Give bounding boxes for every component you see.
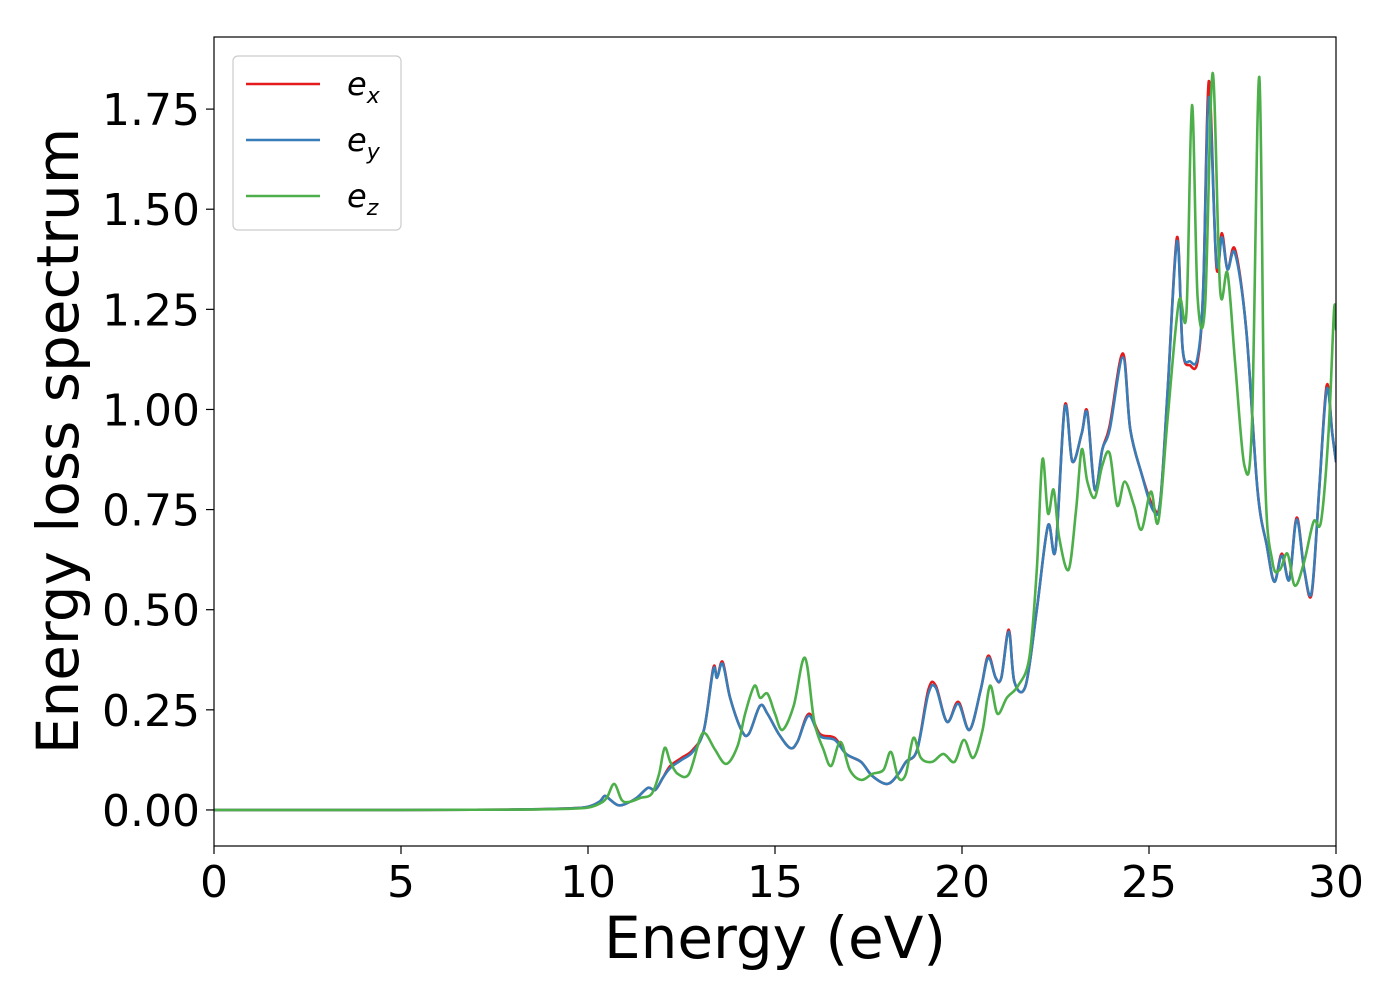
y-tick-label: 0.00 xyxy=(102,786,200,837)
x-tick-label: 5 xyxy=(387,857,415,908)
y-axis-title: Energy loss spectrum xyxy=(24,128,92,754)
x-tick-label: 15 xyxy=(747,857,803,908)
x-tick-label: 25 xyxy=(1121,857,1177,908)
series-line-e-y xyxy=(214,95,1336,812)
x-tick-label: 30 xyxy=(1308,857,1364,908)
y-tick-label: 0.50 xyxy=(102,586,200,637)
x-axis-ticks: 0 5 10 15 20 25 30 xyxy=(200,846,1364,908)
x-tick-label: 0 xyxy=(200,857,228,908)
y-tick-label: 1.00 xyxy=(102,385,200,436)
y-axis-ticks: 0.00 0.25 0.50 0.75 1.00 1.25 1.50 1.75 xyxy=(102,85,214,837)
x-tick-label: 20 xyxy=(934,857,990,908)
series-layer xyxy=(214,71,1336,812)
y-tick-label: 0.75 xyxy=(102,486,200,537)
y-tick-label: 0.25 xyxy=(102,686,200,737)
y-tick-label: 1.25 xyxy=(102,285,200,336)
series-line-e-z xyxy=(214,71,1336,812)
legend-box xyxy=(232,55,402,231)
y-tick-label: 1.50 xyxy=(102,185,200,236)
x-tick-label: 10 xyxy=(560,857,616,908)
y-tick-label: 1.75 xyxy=(102,85,200,136)
x-axis-title: Energy (eV) xyxy=(604,904,946,972)
